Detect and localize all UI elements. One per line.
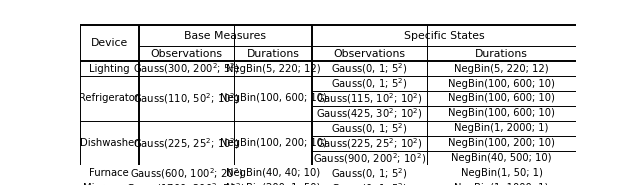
Text: NegBin(100, 200; 10): NegBin(100, 200; 10) [448, 138, 555, 148]
Text: Refrigerator: Refrigerator [79, 93, 140, 103]
Text: Gauss(600, 100$^2$; 20$^2$): Gauss(600, 100$^2$; 20$^2$) [129, 166, 243, 181]
Text: Gauss(110, 50$^2$; 10$^2$): Gauss(110, 50$^2$; 10$^2$) [132, 91, 239, 106]
Text: NegBin(5, 220; 12): NegBin(5, 220; 12) [454, 64, 549, 74]
Text: Gauss(225, 25$^2$; 10$^2$): Gauss(225, 25$^2$; 10$^2$) [316, 136, 423, 151]
Text: NegBin(5, 220; 12): NegBin(5, 220; 12) [226, 64, 320, 74]
Text: Microwave: Microwave [83, 183, 136, 185]
Text: NegBin(40, 500; 10): NegBin(40, 500; 10) [451, 153, 552, 163]
Text: NegBin(1, 2000; 1): NegBin(1, 2000; 1) [454, 123, 548, 133]
Text: NegBin(100, 600; 10): NegBin(100, 600; 10) [448, 93, 555, 103]
Text: Gauss(0, 1; 5$^2$): Gauss(0, 1; 5$^2$) [332, 121, 408, 136]
Text: Dishwasher: Dishwasher [80, 138, 138, 148]
Text: Gauss(0, 1; 5$^2$): Gauss(0, 1; 5$^2$) [332, 76, 408, 91]
Text: Gauss(300, 200$^2$; 5$^2$): Gauss(300, 200$^2$; 5$^2$) [132, 61, 239, 76]
Text: Observations: Observations [333, 49, 406, 59]
Text: Gauss(0, 1; 5$^2$): Gauss(0, 1; 5$^2$) [332, 61, 408, 76]
Text: Lighting: Lighting [89, 64, 129, 74]
Text: Gauss(225, 25$^2$; 10$^2$): Gauss(225, 25$^2$; 10$^2$) [132, 136, 239, 151]
Text: Gauss(0, 1; 5$^2$): Gauss(0, 1; 5$^2$) [332, 181, 408, 185]
Text: Durations: Durations [246, 49, 300, 59]
Text: Specific States: Specific States [404, 31, 484, 41]
Text: Gauss(0, 1; 5$^2$): Gauss(0, 1; 5$^2$) [332, 166, 408, 181]
Text: Observations: Observations [150, 49, 222, 59]
Text: NegBin(100, 600; 10): NegBin(100, 600; 10) [448, 108, 555, 118]
Text: Furnace: Furnace [90, 168, 129, 178]
Text: Gauss(115, 10$^2$; 10$^2$): Gauss(115, 10$^2$; 10$^2$) [316, 91, 423, 106]
Text: NegBin(100, 600; 10): NegBin(100, 600; 10) [448, 78, 555, 89]
Text: Gauss(900, 200$^2$; 10$^2$): Gauss(900, 200$^2$; 10$^2$) [313, 151, 426, 166]
Text: NegBin(40, 40; 10): NegBin(40, 40; 10) [226, 168, 320, 178]
Text: Gauss(1700, 200$^2$; 50$^2$): Gauss(1700, 200$^2$; 50$^2$) [126, 181, 246, 185]
Text: NegBin(1, 1000; 1): NegBin(1, 1000; 1) [454, 183, 548, 185]
Text: Device: Device [91, 38, 128, 48]
Text: NegBin(100, 200; 10): NegBin(100, 200; 10) [220, 138, 326, 148]
Text: NegBin(1, 50; 1): NegBin(1, 50; 1) [461, 168, 543, 178]
Text: NegBin(100, 600; 10): NegBin(100, 600; 10) [220, 93, 326, 103]
Text: Base Measures: Base Measures [184, 31, 266, 41]
Text: Gauss(425, 30$^2$; 10$^2$): Gauss(425, 30$^2$; 10$^2$) [316, 106, 423, 121]
Text: NegBin(200, 1; 50): NegBin(200, 1; 50) [226, 183, 320, 185]
Text: Durations: Durations [475, 49, 528, 59]
